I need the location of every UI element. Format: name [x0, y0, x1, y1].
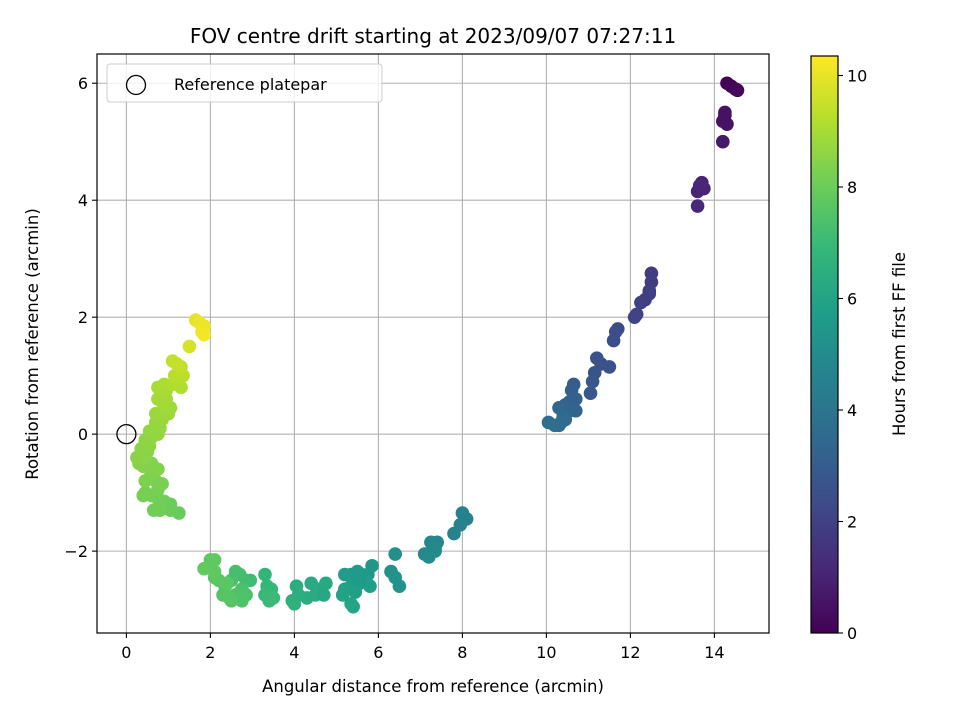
- grid-lines: [97, 54, 769, 633]
- data-point: [136, 488, 150, 503]
- data-point: [720, 117, 734, 131]
- colorbar-tick-label: 10: [847, 67, 867, 86]
- data-point: [388, 547, 403, 561]
- y-axis-ticks: −2 0 2 4 6: [64, 74, 97, 561]
- colorbar-tick-label: 4: [847, 401, 857, 420]
- colorbar-frame: [810, 55, 839, 634]
- data-point: [602, 360, 617, 374]
- data-point: [224, 594, 239, 608]
- data-point: [585, 374, 600, 389]
- data-point: [730, 83, 745, 98]
- plot-frame: [96, 53, 770, 634]
- data-point: [392, 579, 407, 594]
- data-point: [363, 579, 377, 594]
- reference-platepar-marker: [116, 424, 137, 445]
- x-axis-ticks: 0 2 4 6 8 10 12 14: [121, 633, 725, 662]
- x-tick-label: 14: [704, 643, 724, 662]
- data-point: [287, 596, 302, 611]
- data-point: [207, 553, 222, 567]
- colorbar-tick-label: 0: [847, 624, 857, 643]
- data-point: [606, 333, 621, 348]
- colorbar-ticks: 0 2 4 6 8 10: [838, 67, 867, 643]
- legend-box: [106, 63, 383, 103]
- data-point: [447, 526, 461, 541]
- colorbar: 0 2 4 6 8 10 Hours from first FF file: [810, 55, 909, 643]
- legend-entry-reference: Reference platepar: [174, 75, 327, 94]
- x-tick-label: 4: [289, 643, 299, 662]
- data-point: [428, 544, 442, 558]
- data-point: [304, 576, 319, 591]
- data-point: [346, 599, 361, 614]
- y-tick-label: 4: [78, 191, 88, 210]
- data-point: [338, 567, 352, 582]
- data-point: [197, 327, 211, 342]
- colorbar-tick-label: 6: [847, 290, 857, 309]
- data-point: [220, 576, 234, 591]
- data-point: [348, 585, 363, 599]
- data-points: [130, 76, 745, 614]
- data-point: [352, 573, 367, 588]
- data-point: [266, 591, 281, 605]
- x-tick-label: 12: [620, 643, 640, 662]
- data-point: [548, 418, 562, 433]
- y-tick-label: 6: [78, 74, 88, 93]
- data-point: [335, 588, 350, 602]
- colorbar-tick-label: 2: [847, 513, 857, 532]
- y-tick-label: 0: [78, 425, 88, 444]
- x-tick-label: 2: [205, 643, 215, 662]
- data-point: [182, 339, 197, 354]
- data-point: [634, 295, 648, 310]
- data-point: [690, 199, 705, 213]
- y-tick-label: 2: [78, 308, 88, 327]
- x-tick-label: 10: [536, 643, 556, 662]
- x-axis-label: Angular distance from reference (arcmin): [262, 677, 604, 696]
- colorbar-label: Hours from first FF file: [890, 252, 909, 436]
- data-point: [138, 474, 153, 488]
- data-point: [170, 357, 184, 371]
- data-point: [718, 105, 732, 120]
- chart-title: FOV centre drift starting at 2023/09/07 …: [190, 24, 676, 48]
- data-point: [692, 178, 707, 193]
- data-point: [197, 561, 211, 576]
- y-axis-label: Rotation from reference (arcmin): [23, 208, 42, 480]
- data-point: [207, 564, 222, 579]
- data-point: [583, 386, 598, 401]
- legend: Reference platepar: [106, 63, 383, 103]
- colorbar-gradient: [811, 56, 838, 633]
- data-point: [629, 307, 644, 322]
- data-point: [716, 134, 730, 149]
- colorbar-tick-label: 8: [847, 178, 857, 197]
- x-tick-label: 6: [373, 643, 383, 662]
- data-point: [146, 503, 161, 517]
- data-point: [317, 588, 331, 602]
- x-tick-label: 0: [121, 643, 131, 662]
- x-tick-label: 8: [457, 643, 467, 662]
- y-tick-label: −2: [64, 542, 88, 561]
- data-point: [642, 286, 657, 301]
- data-point: [258, 567, 272, 582]
- legend-marker-icon: [125, 74, 147, 96]
